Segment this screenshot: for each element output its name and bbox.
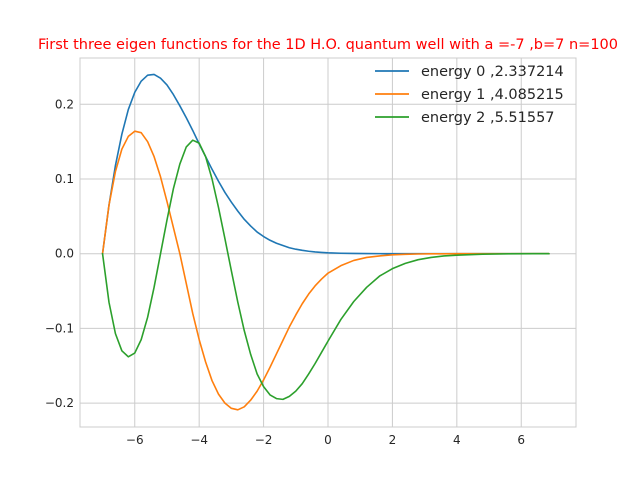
legend-label-2: energy 2 ,5.51557 — [421, 110, 555, 126]
series-line-1 — [101, 130, 550, 411]
x-tick-label: 4 — [453, 433, 461, 447]
x-axis-ticks: −6 −4 −2 0 2 4 6 — [126, 433, 525, 447]
legend: energy 0 ,2.337214 energy 1 ,4.085215 ener… — [375, 64, 564, 126]
x-tick-label: −4 — [190, 433, 208, 447]
y-axis-ticks: −0.2 −0.1 0.0 0.1 0.2 — [45, 97, 74, 410]
y-tick-label: −0.2 — [45, 396, 74, 410]
y-tick-label: 0.1 — [55, 172, 74, 186]
x-tick-label: 0 — [324, 433, 332, 447]
chart-title: First three eigen functions for the 1D H… — [38, 37, 618, 53]
x-tick-label: 2 — [389, 433, 397, 447]
legend-label-0: energy 0 ,2.337214 — [421, 64, 564, 80]
legend-label-1: energy 1 ,4.085215 — [421, 87, 564, 103]
plot-frame — [79, 57, 577, 428]
series-line-2 — [101, 139, 550, 401]
y-tick-label: 0.2 — [55, 97, 74, 111]
x-tick-label: 6 — [517, 433, 525, 447]
series-layer — [101, 73, 550, 411]
grid — [80, 58, 576, 427]
x-tick-label: −2 — [255, 433, 273, 447]
x-tick-label: −6 — [126, 433, 144, 447]
y-tick-label: 0.0 — [55, 247, 74, 261]
y-tick-label: −0.1 — [45, 321, 74, 335]
